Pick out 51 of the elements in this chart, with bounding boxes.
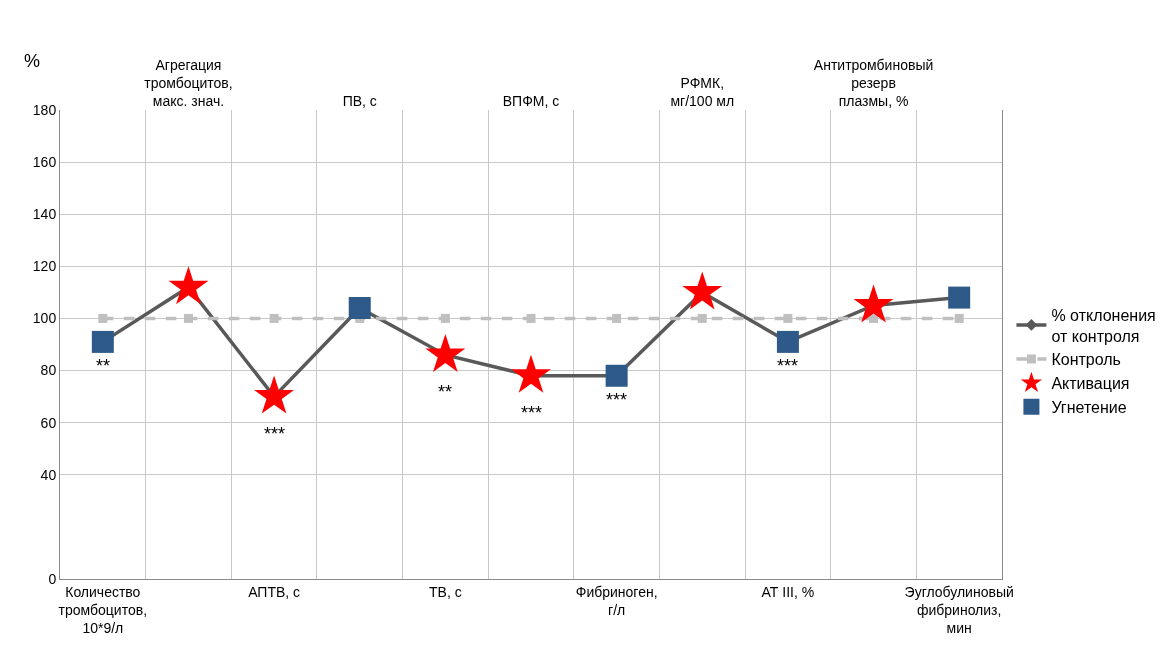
point [697,313,707,323]
legend-label: Контроль [1051,351,1121,369]
x-tick-label: РФМК, мг/100 мл [670,75,735,110]
y-tick-label: 80 [40,362,57,379]
y-tick-label: 160 [32,154,57,171]
annotation: ** [96,356,111,376]
point [682,271,723,310]
x-tick-label: Фибриноген, г/л [575,583,658,618]
x-tick-label: ВПФМ, с [502,93,560,110]
point [605,364,628,387]
point [440,313,450,323]
x-tick-label: Эуглобулиновый фибринолиз, мин [904,583,1014,637]
point [853,284,894,323]
y-tick-label: 120 [32,258,57,275]
y-tick-label: 40 [40,466,57,483]
y-tick-label: 140 [32,206,57,223]
y-tick-label: 60 [40,414,57,431]
x-tick-label: ПВ, с [342,93,377,110]
point [612,313,622,323]
point [269,313,279,323]
point [425,333,466,372]
point [98,313,108,323]
x-tick-label: Количество тромбоцитов, 10*9/л [58,583,148,637]
point [954,313,964,323]
point [526,313,536,323]
annotation: *** [521,403,543,423]
annotation: *** [606,390,628,410]
annotation: *** [264,424,286,444]
point [776,330,799,353]
x-tick-label: ТВ, с [429,583,462,600]
annotation: ** [438,382,453,402]
point [948,286,971,309]
point [91,330,114,353]
legend-label: % отклонения от контроля [1051,306,1156,345]
point [348,297,371,320]
x-tick-label: АПТВ, с [248,583,301,600]
y-tick-label: 100 [32,310,57,327]
y-tick-label: 0 [48,570,57,587]
annotation: *** [777,356,799,376]
y-axis-title: % [24,51,41,71]
x-tick-label: Антитромбиновый резерв плазмы, % [813,56,934,110]
point [783,313,793,323]
point [254,375,295,414]
legend-label: Активация [1051,375,1130,393]
x-tick-label: Агрегация тромбоцитов, макс. знач. [144,56,233,110]
y-tick-label: 180 [32,101,57,118]
point [168,266,209,305]
point [183,313,193,323]
point [511,354,551,393]
legend-label: Угнетение [1051,398,1127,416]
x-tick-label: АТ III, % [761,583,815,600]
